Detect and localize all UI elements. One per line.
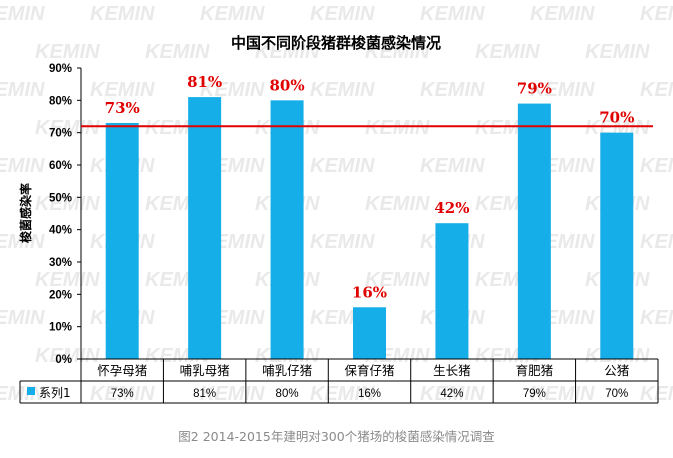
watermark-text: KEMIN [310, 383, 375, 405]
y-tick-label: 80% [49, 95, 72, 107]
watermark-text: KEMIN [0, 231, 45, 253]
data-label: 16% [352, 283, 387, 301]
watermark-text: KEMIN [0, 3, 45, 25]
watermark-text: KEMIN [200, 3, 265, 25]
data-label: 73% [105, 99, 140, 117]
watermark-text: KEMIN [530, 3, 595, 25]
watermark-text: KEMIN [640, 155, 673, 177]
y-tick-label: 40% [49, 225, 72, 237]
watermark-text: KEMIN [640, 307, 673, 329]
bar [188, 97, 222, 359]
table-value: 79% [523, 388, 546, 400]
watermark-text: KEMIN [365, 117, 430, 139]
bar [105, 122, 139, 359]
watermark-text: KEMIN [35, 41, 100, 63]
watermark-text: KEMIN [640, 79, 673, 101]
watermark-text: KEMIN [90, 3, 155, 25]
figure-caption: 图2 2014-2015年建明对300个猪场的梭菌感染情况调查 [178, 429, 495, 444]
watermark-text: KEMIN [310, 79, 375, 101]
watermark-text: KEMIN [310, 231, 375, 253]
plot-area: 0% 10% 20% 30% 40% 50% 60% 70% 80% 90% 73% 81% 80% 16… [19, 63, 659, 404]
data-label: 80% [270, 76, 305, 94]
data-label: 42% [434, 199, 469, 217]
watermark-text: KEMIN [365, 193, 430, 215]
chart-title: 中国不同阶段猪群梭菌感染情况 [231, 34, 441, 52]
legend-label: 系列1 [39, 386, 71, 400]
watermark-text: KEMIN [420, 383, 485, 405]
bar [353, 307, 386, 359]
y-tick-label: 60% [49, 160, 72, 172]
watermark-text: KEMIN [90, 79, 155, 101]
x-tick-label: 哺乳母猪 [180, 363, 230, 378]
watermark-text: KEMIN [310, 3, 375, 25]
watermark-text: KEMIN [35, 269, 100, 291]
y-tick-label: 70% [49, 128, 72, 140]
watermark-text: KEMIN [640, 231, 673, 253]
watermark-text: KEMIN [310, 155, 375, 177]
watermark-text: KEMIN [145, 41, 210, 63]
table-value: 42% [440, 388, 463, 400]
table-value: 80% [276, 388, 299, 400]
watermark-text: KEMIN [365, 269, 430, 291]
y-tick-label: 0% [55, 354, 72, 366]
watermark-text: KEMIN [420, 155, 485, 177]
watermark-text: KEMIN [0, 79, 45, 101]
table-value: 16% [358, 388, 381, 400]
bar [435, 223, 469, 359]
watermark-text: KEMIN [365, 41, 430, 63]
table-value: 81% [193, 388, 216, 400]
watermark-text: KEMIN [585, 41, 650, 63]
table-value: 73% [111, 388, 134, 400]
data-label: 81% [187, 73, 222, 91]
x-tick-label: 公猪 [604, 363, 629, 378]
x-tick-label: 哺乳仔猪 [262, 363, 312, 378]
y-axis-label: 梭菌感染率 [18, 183, 33, 243]
legend-swatch [27, 387, 35, 395]
watermark-text: KEMIN [530, 383, 595, 405]
watermark-text: KEMIN [530, 79, 595, 101]
table-value: 70% [605, 388, 628, 400]
y-tick-label: 10% [49, 322, 72, 334]
bar [517, 103, 551, 359]
y-tick-label: 30% [49, 257, 72, 269]
y-tick-label: 50% [49, 192, 72, 204]
watermark-text: KEMIN [200, 79, 265, 101]
data-label: 70% [599, 109, 634, 127]
x-tick-label: 育肥猪 [516, 363, 554, 378]
x-tick-label: 生长猪 [433, 363, 471, 378]
y-tick-label: 20% [49, 289, 72, 301]
x-tick-label: 怀孕母猪 [97, 363, 147, 378]
watermark-text: KEMIN [420, 3, 485, 25]
watermark-text: KEMIN [0, 307, 45, 329]
y-tick-label: 90% [49, 63, 72, 75]
watermark-text: KEMIN [640, 3, 673, 25]
watermark-text: KEMIN [90, 383, 155, 405]
watermark-text: KEMIN [255, 41, 320, 63]
watermark-text: KEMIN [475, 41, 540, 63]
bar [600, 132, 634, 359]
watermark-text: KEMIN [35, 193, 100, 215]
watermark-layer: KEMIN KEMIN KEMIN KEMIN KEMIN KEMIN KEMIN KEMIN… [0, 3, 673, 405]
bar [270, 100, 304, 359]
chart: KEMIN KEMIN KEMIN KEMIN KEMIN KEMIN KEMIN KEMIN… [0, 3, 673, 405]
watermark-text: KEMIN [640, 383, 673, 405]
watermark-text: KEMIN [200, 383, 265, 405]
watermark-text: KEMIN [420, 79, 485, 101]
x-tick-label: 保育仔猪 [344, 363, 394, 378]
watermark-text: KEMIN [35, 117, 100, 139]
watermark-text: KEMIN [35, 345, 100, 367]
watermark-text: KEMIN [0, 155, 45, 177]
data-label: 79% [517, 80, 552, 98]
